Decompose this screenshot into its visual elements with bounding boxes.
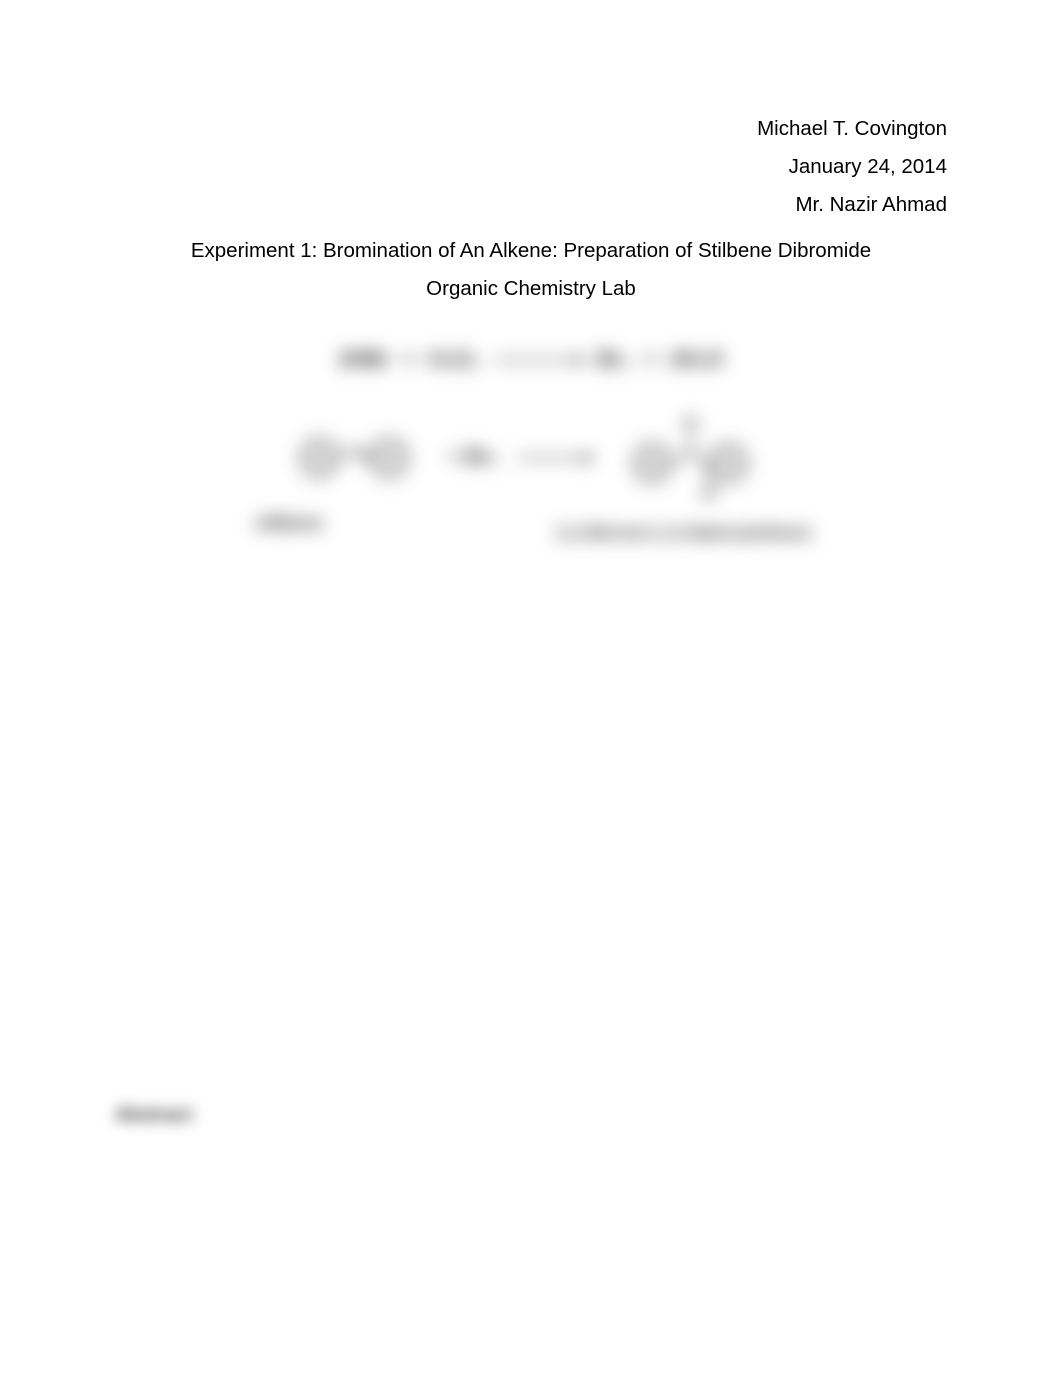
header-block: Michael T. Covington January 24, 2014 Mr… (115, 110, 947, 224)
plus-symbol: + (644, 348, 656, 372)
reaction-diagram: 2HBr + H₂O₂ Br₂ + 2H₂O (115, 318, 947, 598)
stilbene-structure-icon (279, 418, 429, 498)
abstract-label: Abstract: (115, 1103, 196, 1126)
equation-product-1: Br₂ (598, 348, 631, 372)
svg-text:Br: Br (703, 486, 717, 501)
document-page: Michael T. Covington January 24, 2014 Mr… (0, 0, 1062, 1377)
reaction-arrow-icon (494, 359, 584, 361)
reaction-arrow-icon (518, 457, 593, 459)
equation-reactant-2: H₂O₂ (429, 348, 479, 372)
plus-symbol: + (403, 348, 415, 372)
document-date: January 24, 2014 (115, 148, 947, 186)
instructor-name: Mr. Nazir Ahmad (115, 186, 947, 224)
structural-reaction-row: + Br₂ Br Br (279, 413, 782, 503)
course-title: Organic Chemistry Lab (115, 270, 947, 308)
product-caption: 1,2-dibromo-1,2-diphenylethane (555, 523, 812, 543)
dibromide-structure-icon: Br Br (613, 413, 783, 503)
equation-line: 2HBr + H₂O₂ Br₂ + 2H₂O (339, 348, 723, 372)
equation-reactant-1: 2HBr (339, 348, 389, 372)
abstract-heading: Abstract: (115, 1103, 196, 1127)
equation-product-2: 2H₂O (671, 348, 724, 372)
bromine-reagent-label: + Br₂ (449, 446, 497, 469)
reactant-caption: stilbene (255, 513, 323, 534)
author-name: Michael T. Covington (115, 110, 947, 148)
title-block: Experiment 1: Bromination of An Alkene: … (115, 232, 947, 308)
svg-text:Br: Br (685, 415, 699, 430)
experiment-title: Experiment 1: Bromination of An Alkene: … (115, 232, 947, 270)
